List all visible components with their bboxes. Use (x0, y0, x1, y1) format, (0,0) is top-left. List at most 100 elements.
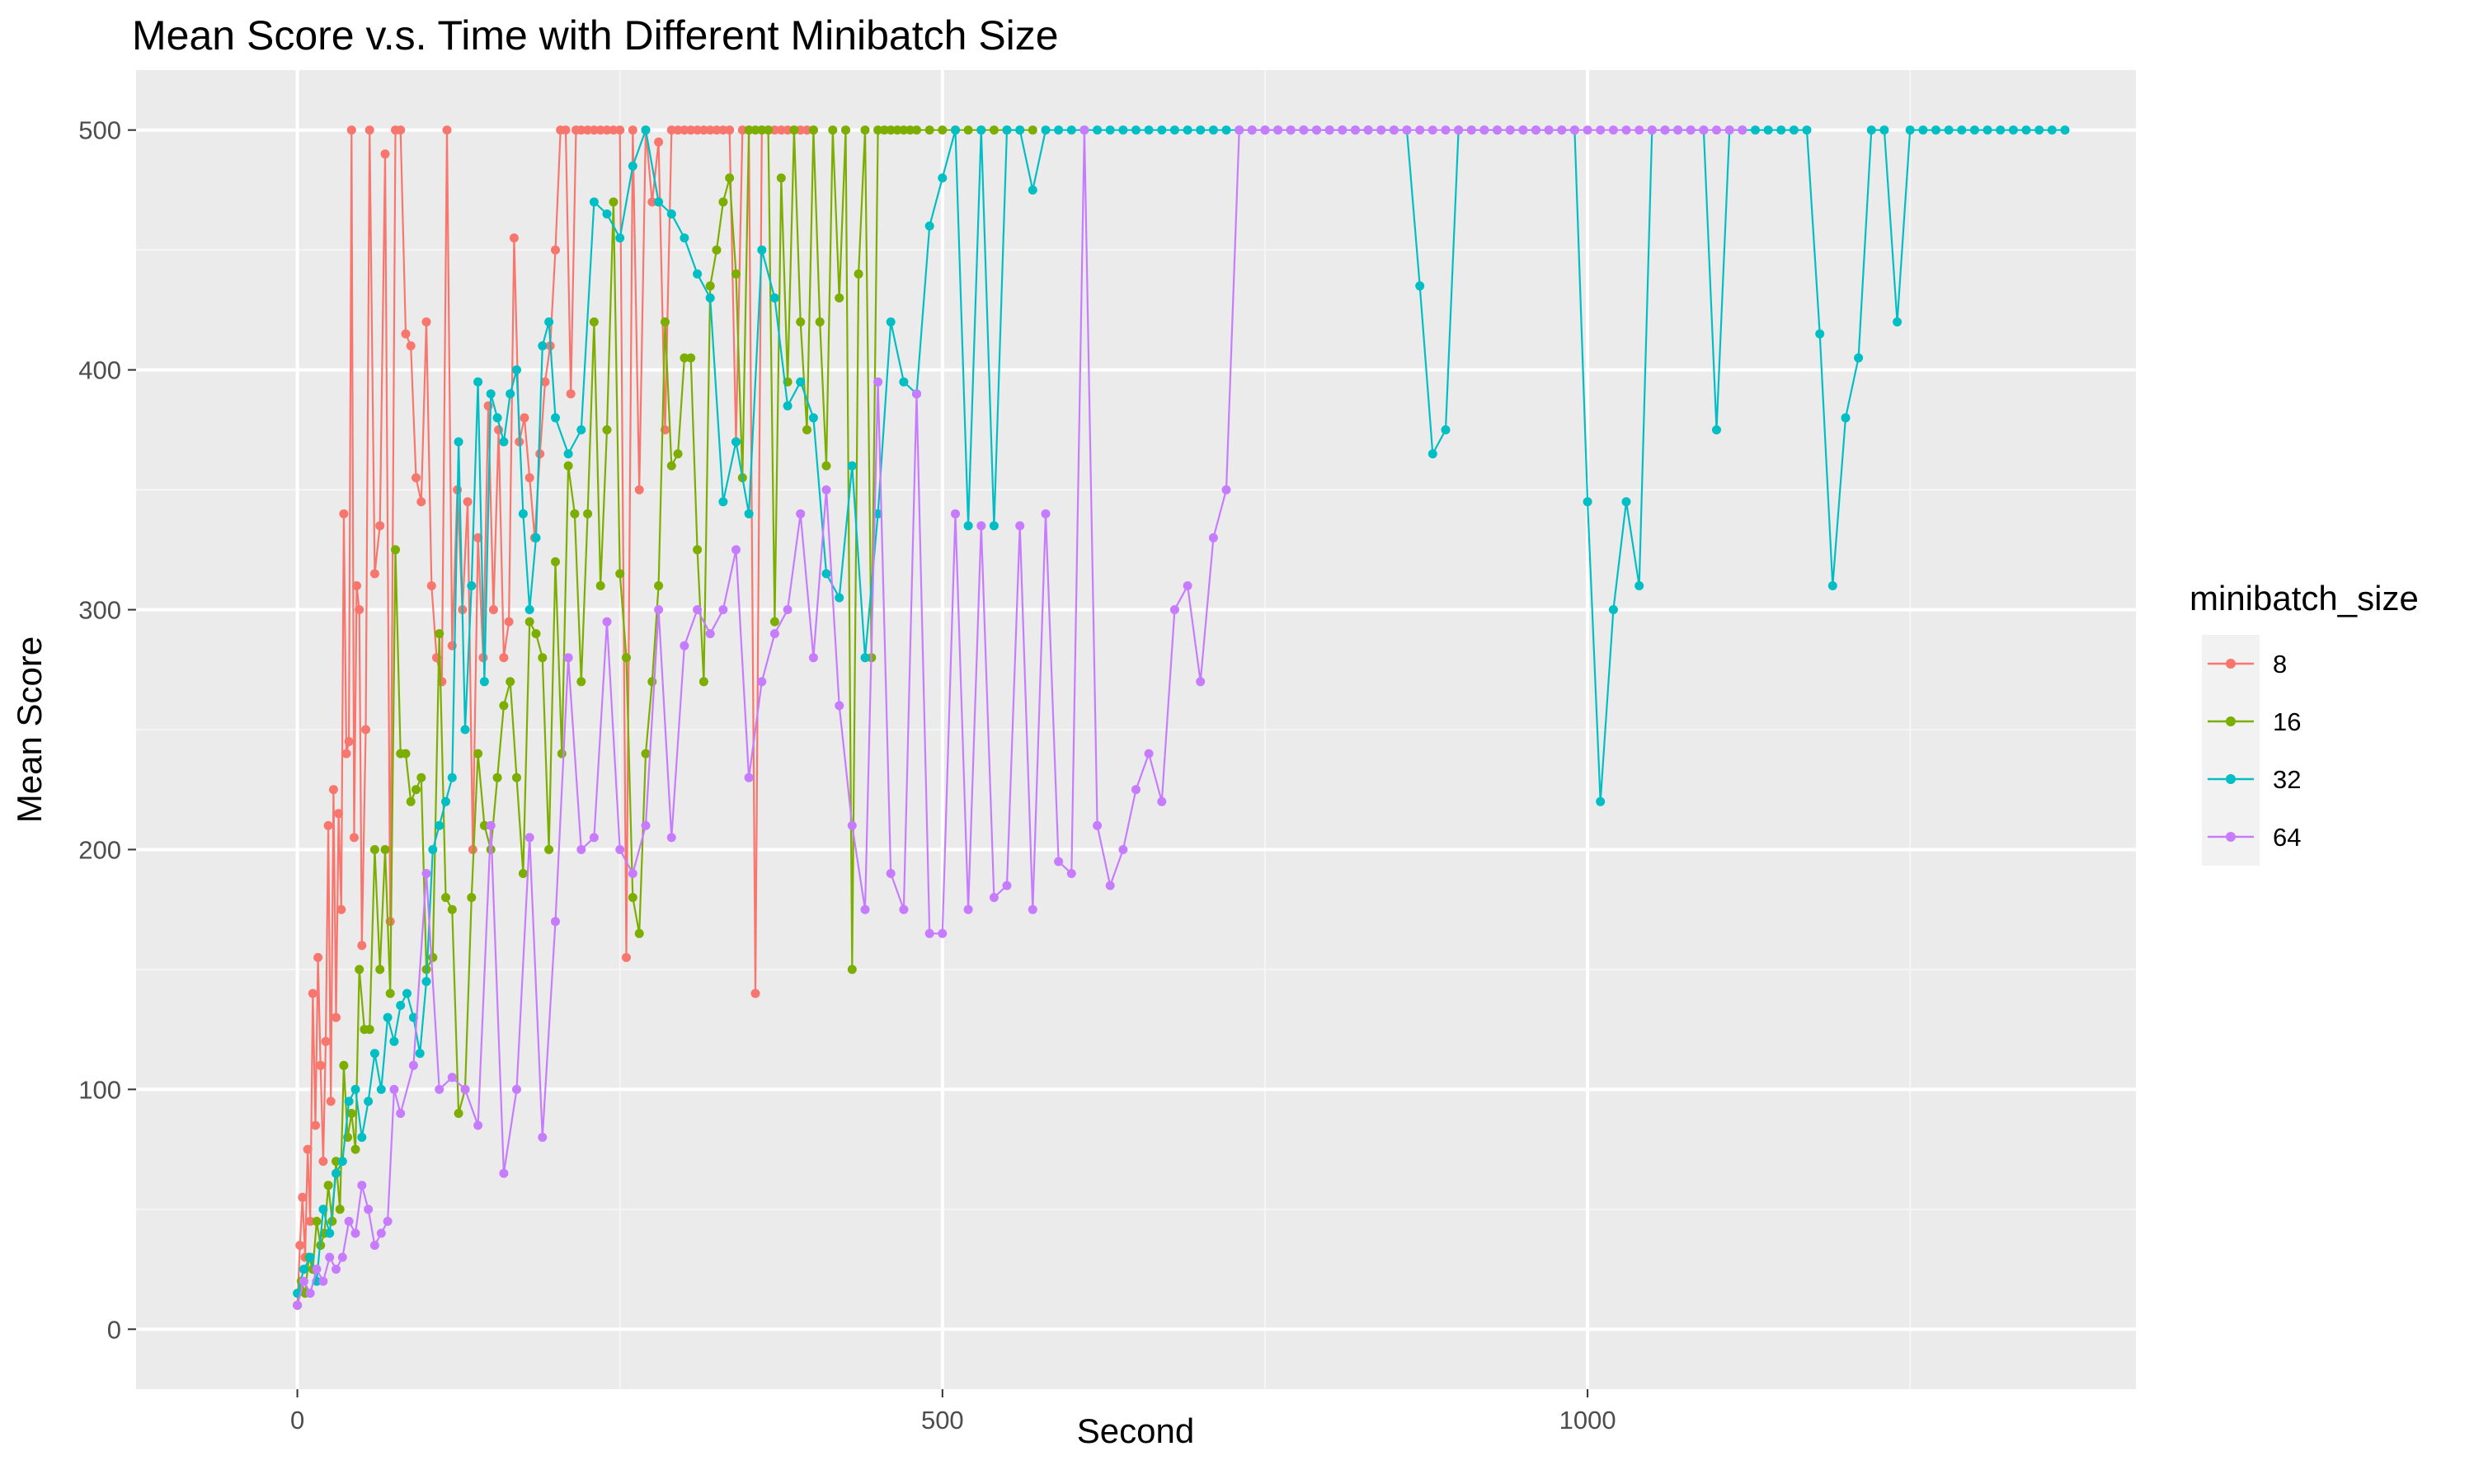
data-point-16 (391, 545, 400, 555)
data-point-32 (1893, 317, 1903, 326)
data-point-16 (551, 556, 560, 566)
data-point-32 (1427, 449, 1437, 458)
data-point-32 (344, 1097, 354, 1106)
data-point-64 (563, 653, 573, 663)
data-point-32 (666, 209, 676, 218)
data-point-16 (467, 893, 477, 903)
data-point-32 (641, 125, 651, 135)
data-point-8 (535, 449, 545, 458)
data-point-8 (718, 125, 728, 135)
y-tick-label: 400 (78, 356, 121, 385)
data-point-32 (1608, 605, 1618, 614)
data-point-8 (463, 497, 473, 507)
data-point-16 (506, 677, 515, 687)
data-point-64 (1002, 881, 1012, 890)
y-tick-label: 100 (78, 1075, 121, 1104)
data-point-32 (447, 773, 457, 782)
data-point-32 (531, 533, 541, 542)
data-point-32 (783, 401, 793, 411)
data-point-64 (369, 1241, 379, 1250)
data-point-32 (1827, 581, 1837, 590)
legend-item-8: 8 (2202, 635, 2287, 693)
data-point-64 (1221, 485, 1231, 495)
legend-key-point (2226, 832, 2236, 842)
data-point-64 (1608, 125, 1618, 135)
data-point-8 (352, 581, 361, 590)
data-point-32 (1415, 281, 1425, 291)
data-point-8 (712, 125, 722, 135)
data-point-8 (796, 125, 806, 135)
data-point-16 (680, 353, 689, 363)
data-point-8 (602, 125, 612, 135)
data-point-32 (951, 125, 960, 135)
data-point-8 (680, 125, 689, 135)
data-point-8 (365, 125, 374, 135)
data-point-8 (375, 521, 385, 531)
data-point-64 (1505, 125, 1515, 135)
data-point-16 (479, 820, 489, 830)
data-point-64 (1273, 125, 1283, 135)
data-point-8 (416, 497, 426, 507)
data-point-8 (628, 125, 637, 135)
series-64 (293, 125, 1747, 1310)
legend-key-point (2226, 659, 2236, 669)
data-point-16 (654, 581, 664, 590)
legend-label: 32 (2273, 765, 2301, 794)
data-point-64 (1066, 869, 1076, 878)
data-point-64 (460, 1084, 470, 1094)
data-point-16 (518, 869, 528, 878)
data-point-64 (1660, 125, 1670, 135)
data-point-64 (1079, 125, 1089, 135)
data-point-32 (1879, 125, 1889, 135)
data-point-64 (376, 1228, 386, 1238)
data-point-8 (524, 473, 534, 482)
data-point-32 (512, 365, 521, 375)
x-tick-label: 0 (290, 1406, 304, 1435)
data-point-64 (821, 485, 831, 495)
data-point-16 (873, 125, 883, 135)
data-point-32 (364, 1097, 374, 1106)
data-point-64 (1596, 125, 1606, 135)
data-point-8 (421, 317, 431, 326)
data-point-32 (332, 1168, 341, 1178)
data-point-32 (299, 1265, 308, 1274)
data-point-16 (744, 125, 754, 135)
data-point-8 (802, 125, 811, 135)
data-point-8 (412, 473, 421, 482)
data-point-16 (628, 893, 637, 903)
data-point-64 (1041, 509, 1051, 519)
data-point-16 (854, 269, 863, 279)
data-point-32 (680, 233, 689, 243)
data-point-64 (693, 605, 703, 614)
legend: minibatch_size 8 16 32 64 (2189, 579, 2419, 866)
data-point-8 (311, 1120, 320, 1130)
data-point-32 (383, 1012, 393, 1022)
data-point-32 (835, 593, 844, 603)
data-point-16 (454, 1109, 463, 1118)
data-point-32 (2021, 125, 2031, 135)
data-point-16 (796, 317, 806, 326)
data-point-8 (647, 197, 657, 207)
data-point-32 (1854, 353, 1864, 363)
data-point-8 (737, 125, 747, 135)
data-point-64 (666, 833, 676, 843)
data-point-64 (1427, 125, 1437, 135)
data-point-16 (686, 353, 696, 363)
data-point-16 (712, 245, 722, 255)
data-point-32 (1066, 125, 1076, 135)
data-point-8 (334, 809, 344, 819)
data-point-8 (566, 389, 576, 399)
data-point-64 (1054, 857, 1064, 866)
data-point-8 (341, 749, 351, 758)
data-point-32 (602, 209, 612, 218)
data-point-16 (595, 581, 605, 590)
data-point-64 (1402, 125, 1412, 135)
data-point-16 (821, 461, 831, 471)
data-point-64 (1028, 904, 1037, 914)
data-point-64 (1738, 125, 1747, 135)
data-point-64 (473, 1120, 483, 1130)
data-point-32 (357, 1133, 367, 1142)
y-tick-label: 300 (78, 596, 121, 625)
data-point-64 (293, 1300, 303, 1310)
data-point-16 (428, 952, 438, 962)
